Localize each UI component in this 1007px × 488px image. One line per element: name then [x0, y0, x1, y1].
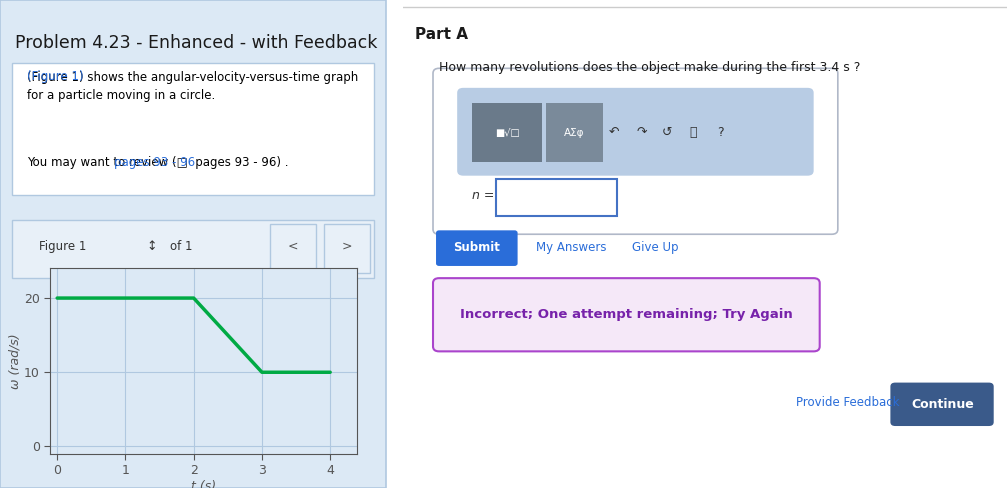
Text: Part A: Part A: [415, 27, 468, 42]
Text: pages 93 - 96: pages 93 - 96: [114, 156, 195, 169]
FancyBboxPatch shape: [496, 179, 617, 216]
Text: (Figure 1) shows the angular-velocity-versus-time graph
for a particle moving in: (Figure 1) shows the angular-velocity-ve…: [27, 71, 358, 102]
Text: >: >: [341, 240, 352, 253]
FancyBboxPatch shape: [457, 88, 814, 176]
Text: Submit: Submit: [453, 242, 500, 254]
Text: ↺: ↺: [663, 126, 673, 139]
FancyBboxPatch shape: [324, 224, 371, 273]
FancyBboxPatch shape: [472, 103, 542, 162]
FancyBboxPatch shape: [0, 0, 386, 488]
FancyBboxPatch shape: [436, 230, 518, 266]
Text: Incorrect; One attempt remaining; Try Again: Incorrect; One attempt remaining; Try Ag…: [460, 308, 793, 321]
Text: You may want to review (□  pages 93 - 96) .: You may want to review (□ pages 93 - 96)…: [27, 156, 288, 169]
Text: Provide Feedback: Provide Feedback: [796, 396, 899, 409]
Text: ?: ?: [717, 126, 723, 139]
FancyBboxPatch shape: [433, 278, 820, 351]
FancyBboxPatch shape: [11, 220, 375, 278]
Text: How many revolutions does the object make during the first 3.4 s ?: How many revolutions does the object mak…: [439, 61, 860, 74]
FancyBboxPatch shape: [890, 383, 994, 426]
Text: ■√□: ■√□: [495, 128, 520, 138]
Text: ↶: ↶: [609, 126, 619, 139]
Text: ↕: ↕: [147, 240, 157, 253]
Text: <: <: [288, 240, 298, 253]
FancyBboxPatch shape: [11, 63, 375, 195]
Text: ⌸: ⌸: [689, 126, 697, 139]
Text: Give Up: Give Up: [632, 242, 679, 254]
Text: AΣφ: AΣφ: [564, 128, 585, 138]
Text: of 1: of 1: [170, 240, 192, 253]
FancyBboxPatch shape: [433, 68, 838, 234]
X-axis label: t (s): t (s): [191, 480, 217, 488]
Y-axis label: ω (rad/s): ω (rad/s): [8, 333, 21, 389]
FancyBboxPatch shape: [270, 224, 316, 273]
Text: Problem 4.23 - Enhanced - with Feedback: Problem 4.23 - Enhanced - with Feedback: [15, 34, 378, 52]
Text: ↷: ↷: [636, 126, 646, 139]
Text: My Answers: My Answers: [536, 242, 606, 254]
Text: Figure 1: Figure 1: [38, 240, 86, 253]
FancyBboxPatch shape: [546, 103, 603, 162]
Text: (Figure 1): (Figure 1): [27, 70, 84, 83]
Text: n =: n =: [472, 189, 494, 202]
Text: Continue: Continue: [911, 398, 974, 411]
